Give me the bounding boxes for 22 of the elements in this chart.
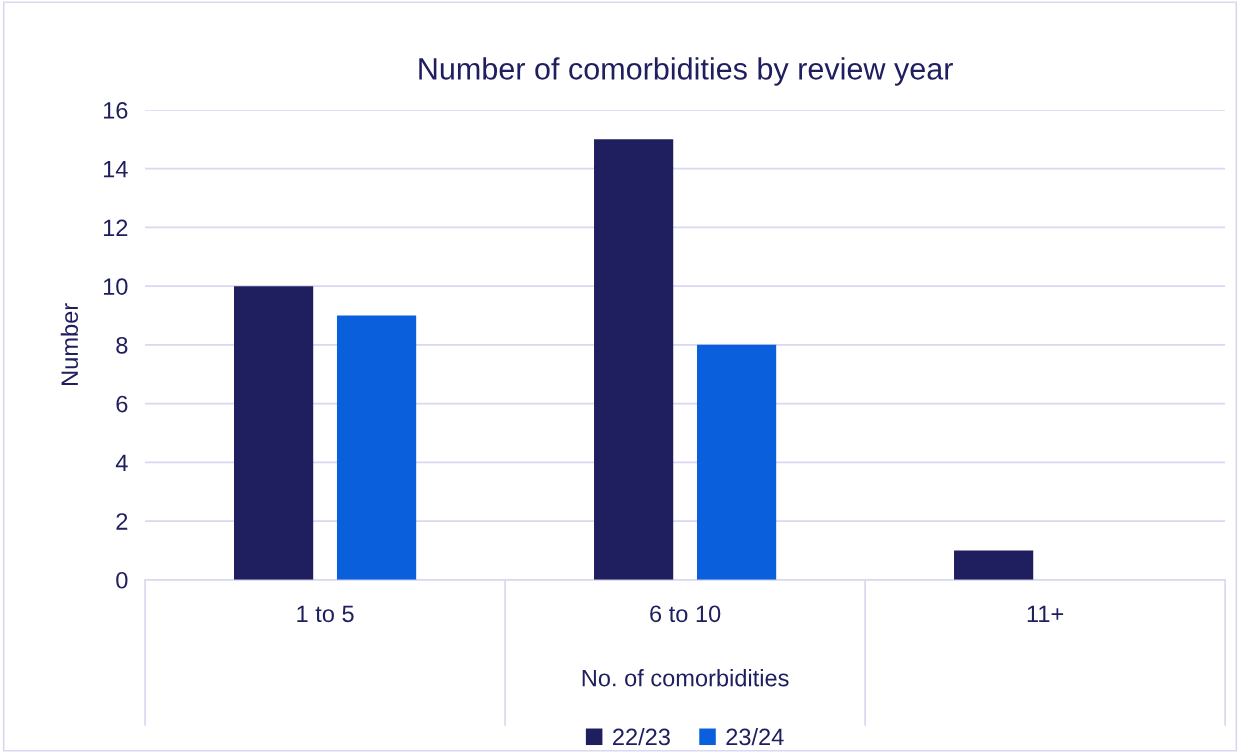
y-axis-title: Number — [60, 303, 79, 385]
legend-label: 22/23 — [613, 727, 670, 746]
legend-label: 23/24 — [726, 727, 784, 746]
bar — [234, 286, 314, 580]
bar — [336, 315, 417, 580]
y-tick-label: 6 — [116, 395, 128, 413]
y-tick-label: 14 — [103, 160, 128, 178]
x-axis-title: No. of comorbidities — [582, 669, 789, 687]
y-tick-label: 16 — [103, 102, 128, 119]
x-tick-label: 6 to 10 — [650, 605, 721, 623]
y-tick-label: 0 — [116, 571, 128, 589]
bar — [954, 550, 1034, 580]
y-tick-label: 12 — [103, 219, 128, 236]
bar — [696, 344, 777, 580]
y-tick-label: 2 — [116, 513, 128, 530]
y-tick-label: 4 — [115, 454, 128, 471]
x-tick-label: 11+ — [1027, 605, 1064, 622]
y-tick-label: 8 — [116, 336, 128, 354]
bar — [594, 139, 674, 580]
chart-title: Number of comorbidities by review year — [419, 57, 953, 86]
y-tick-label: 10 — [103, 278, 128, 295]
x-tick-label: 1 to 5 — [297, 605, 354, 623]
